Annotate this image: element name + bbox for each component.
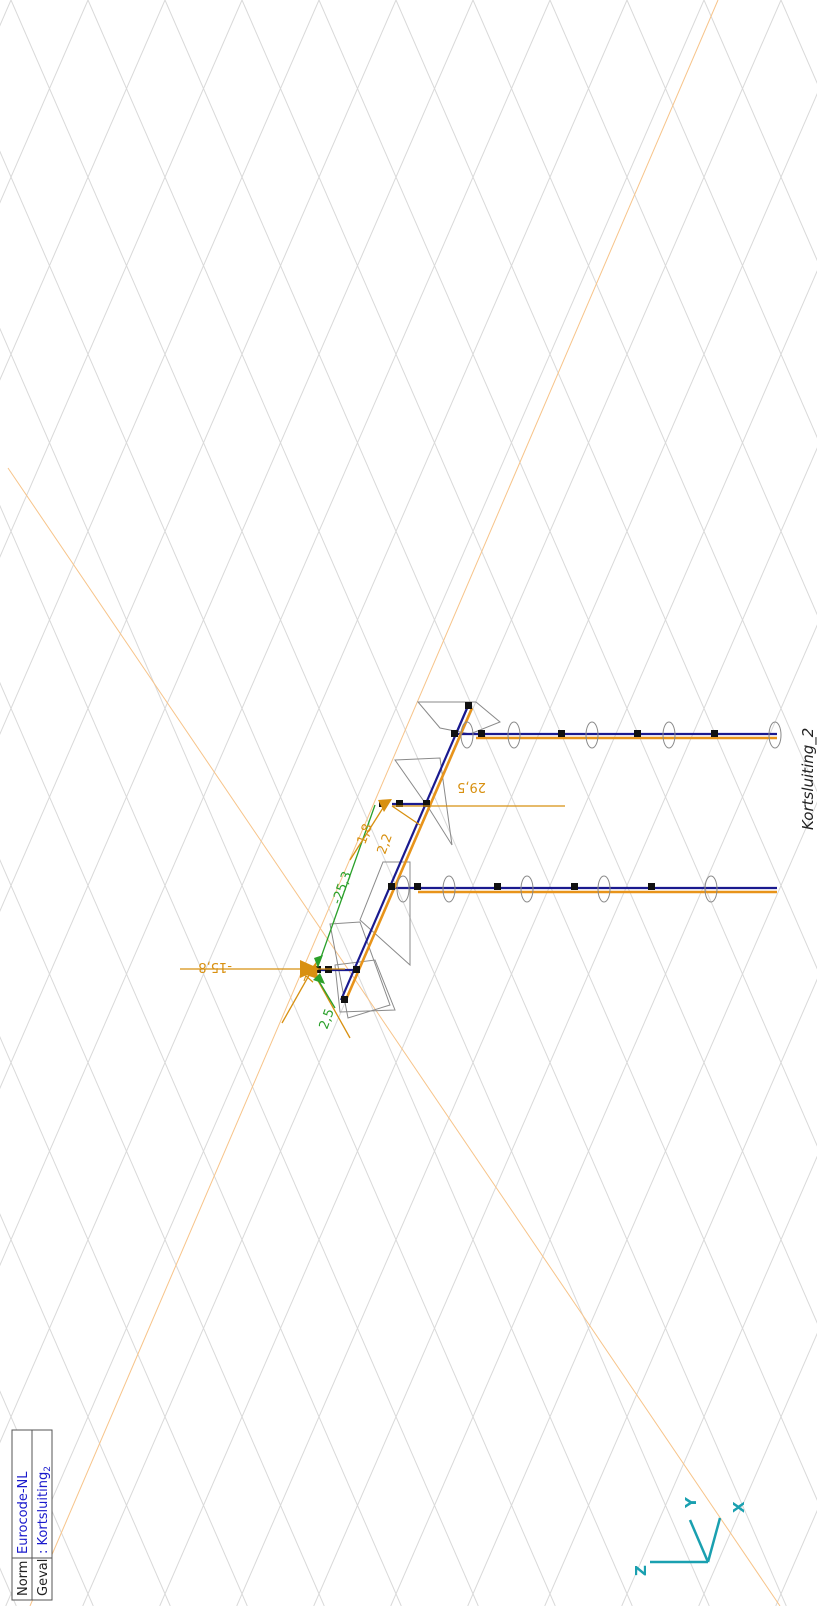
norm-value: Eurocode-NL: [16, 1471, 31, 1554]
force-labels: -15,8 -25,3 1,8 2,2 29,5 2,5 7: [198, 779, 486, 1031]
support-low: [329, 921, 391, 1019]
label-minus-15-8: -15,8: [198, 959, 232, 974]
label-29-5: 29,5: [457, 779, 486, 794]
label-minus-25-3: -25,3: [330, 870, 356, 907]
diagram-caption: Kortsluiting_2: [799, 728, 817, 830]
label-2-2: 2,2: [375, 832, 396, 857]
svg-text:: Kortsluiting2: : Kortsluiting2: [36, 1466, 53, 1554]
norm-label: Norm: [16, 1561, 31, 1596]
label-2-5: 2,5: [317, 1007, 338, 1032]
geval-value: : Kortsluiting: [36, 1472, 51, 1554]
axis-label-x: X: [730, 1501, 748, 1513]
hangers: [396, 721, 782, 903]
label-1-8: 1,8: [355, 822, 376, 847]
axis-label-z: Z: [632, 1565, 650, 1576]
guide-lines: [7, 0, 781, 1606]
axis-label-y: Y: [682, 1496, 700, 1509]
geval-subscript: 2: [43, 1466, 53, 1472]
info-box: Norm Eurocode-NL Geval : Kortsluiting2: [11, 1429, 53, 1601]
force-arrows: [180, 799, 565, 1039]
geval-label: Geval: [36, 1559, 51, 1596]
support-mid: [394, 757, 453, 846]
axis-triad: Z X Y: [632, 1496, 748, 1576]
